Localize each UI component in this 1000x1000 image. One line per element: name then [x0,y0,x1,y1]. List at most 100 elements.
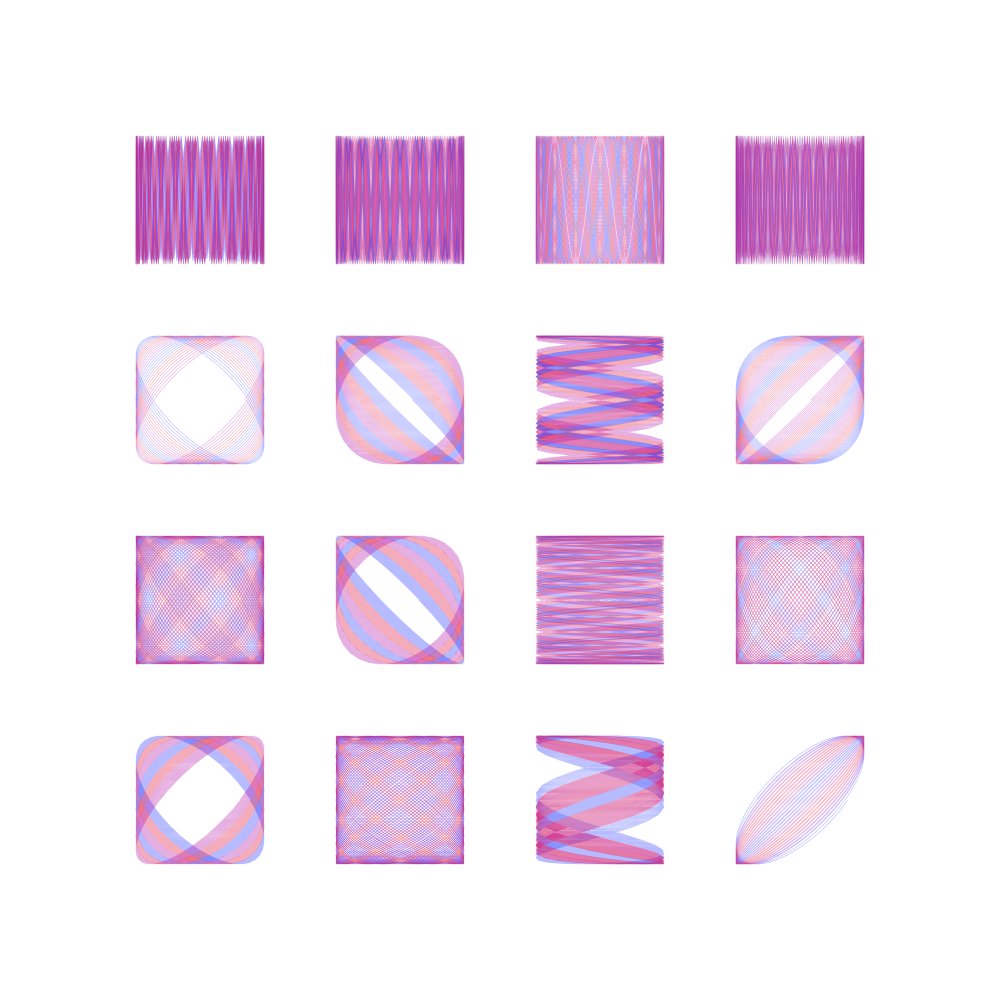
lissajous-strand [735,535,865,665]
lissajous-strand [735,335,865,465]
lissajous-strand [535,135,665,265]
lissajous-strand [735,135,865,265]
lissajous-strand [335,335,465,465]
lissajous-strand [735,335,865,465]
lissajous-strand [735,135,865,265]
lissajous-strand [135,735,265,865]
lissajous-figure-15 [535,735,665,865]
lissajous-strand [135,135,265,265]
lissajous-strand [535,135,665,265]
lissajous-figure-1 [135,135,265,265]
lissajous-strand [735,735,865,865]
lissajous-strand [335,135,465,265]
lissajous-figure-16 [735,735,865,865]
lissajous-strand [535,535,665,665]
lissajous-figure-13 [135,735,265,865]
lissajous-strand [335,135,465,265]
lissajous-strand [535,135,665,265]
lissajous-strand [135,535,265,665]
lissajous-strand [535,535,665,665]
lissajous-strand [735,535,865,665]
lissajous-figure-4 [735,135,865,265]
lissajous-figure-9 [135,535,265,665]
lissajous-strand [535,735,665,865]
lissajous-strand [135,535,265,665]
lissajous-strand [135,335,265,465]
lissajous-strand [135,735,265,865]
lissajous-strand [335,735,465,865]
lissajous-strand [335,135,465,265]
lissajous-strand [135,535,265,665]
lissajous-strand [735,335,865,465]
lissajous-strand [735,535,865,665]
lissajous-strand [135,135,265,265]
lissajous-strand [335,335,465,465]
lissajous-strand [335,135,465,265]
lissajous-strand [735,535,865,665]
lissajous-figure-7 [535,335,665,465]
lissajous-strand [335,535,465,665]
lissajous-strand [135,335,265,465]
figures-group [135,135,865,865]
lissajous-strand [335,135,465,265]
lissajous-figure-3 [535,135,665,265]
lissajous-strand [135,735,265,865]
lissajous-strand [735,135,865,265]
lissajous-strand [335,335,465,465]
lissajous-strand [535,535,665,665]
lissajous-strand [335,735,465,865]
lissajous-figure-11 [535,535,665,665]
lissajous-figure-5 [135,335,265,465]
lissajous-strand [735,735,865,865]
lissajous-strand [135,135,265,265]
lissajous-strand [735,335,865,465]
lissajous-figure-2 [335,135,465,265]
lissajous-strand [135,135,265,265]
lissajous-strand [335,735,465,865]
lissajous-figure-14 [335,735,465,865]
lissajous-strand [335,735,465,865]
lissajous-strand [535,735,665,865]
lissajous-strand [735,535,865,665]
lissajous-strand [135,735,265,865]
lissajous-strand [135,335,265,465]
lissajous-strand [335,335,465,465]
lissajous-strand [535,135,665,265]
lissajous-figure-8 [735,335,865,465]
lissajous-strand [535,335,665,465]
lissajous-strand [735,135,865,265]
lissajous-strand [735,335,865,465]
lissajous-figure-12 [735,535,865,665]
lissajous-strand [335,135,465,265]
lissajous-strand [335,335,465,465]
lissajous-strand [735,735,865,865]
lissajous-strand [135,735,265,865]
lissajous-strand [335,735,465,865]
lissajous-strand [335,735,465,865]
lissajous-strand [535,135,665,265]
lissajous-strand [335,535,465,665]
lissajous-strand [735,135,865,265]
lissajous-strand [335,535,465,665]
lissajous-strand [135,335,265,465]
lissajous-strand [535,335,665,465]
lissajous-strand [135,135,265,265]
lissajous-strand [535,535,665,665]
lissajous-strand [535,735,665,865]
lissajous-strand [735,735,865,865]
lissajous-figure-6 [335,335,465,465]
lissajous-strand [535,735,665,865]
lissajous-strand [535,535,665,665]
lissajous-strand [735,335,865,465]
lissajous-strand [135,135,265,265]
lissajous-strand [135,535,265,665]
lissajous-strand [135,535,265,665]
lissajous-strand [335,335,465,465]
lissajous-strand [735,735,865,865]
lissajous-strand [335,535,465,665]
lissajous-strand [535,735,665,865]
lissajous-strand [535,335,665,465]
lissajous-strand [535,135,665,265]
